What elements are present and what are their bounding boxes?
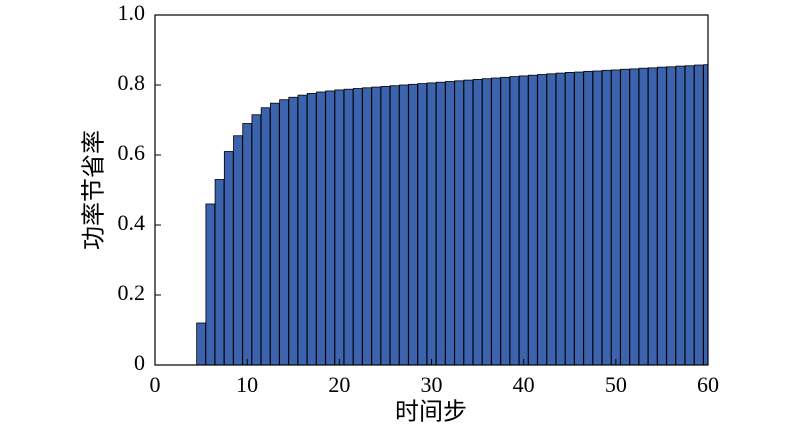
bar: [537, 74, 547, 365]
bar: [528, 74, 538, 365]
bar: [371, 86, 382, 365]
y-tick-label: 0.6: [118, 140, 146, 165]
bar: [426, 82, 437, 365]
x-tick-label: 10: [236, 372, 258, 397]
bar: [546, 73, 557, 365]
y-tick-label: 0.8: [118, 70, 146, 95]
bar: [574, 71, 584, 365]
bar: [611, 69, 621, 365]
x-tick-label: 50: [605, 372, 627, 397]
bar: [518, 75, 529, 365]
y-tick-label: 0.4: [118, 210, 146, 235]
bar: [269, 102, 280, 365]
x-tick-label: 30: [421, 372, 443, 397]
bar: [297, 94, 308, 365]
bar: [684, 65, 695, 365]
bar: [500, 76, 511, 365]
bar: [481, 78, 492, 365]
bar: [675, 65, 686, 365]
bar: [380, 86, 391, 365]
bar: [666, 66, 676, 365]
bar: [491, 77, 501, 365]
x-tick-label: 0: [150, 372, 161, 397]
bar: [445, 81, 455, 365]
bar: [601, 69, 612, 365]
x-tick-label: 60: [697, 372, 719, 397]
bar: [629, 68, 640, 365]
bar: [693, 64, 704, 365]
y-axis-title: 功率节省率: [81, 130, 108, 250]
bar: [325, 90, 335, 365]
bar: [454, 80, 464, 365]
bar: [242, 123, 252, 365]
bar: [417, 83, 428, 365]
bar: [592, 70, 603, 365]
y-tick-label: 1.0: [118, 0, 146, 25]
bar: [583, 70, 594, 365]
bar: [288, 96, 299, 365]
bar: [657, 66, 667, 365]
bar: [399, 84, 409, 365]
bar: [334, 89, 345, 365]
bar: [233, 135, 243, 365]
bar: [472, 79, 483, 365]
x-tick-label: 20: [328, 372, 350, 397]
bar: [435, 81, 446, 365]
bar: [564, 72, 575, 365]
bar: [638, 67, 649, 365]
bar: [260, 107, 271, 365]
bars: [196, 64, 708, 365]
bar: [251, 114, 262, 365]
bar: [205, 203, 216, 365]
bar: [509, 76, 520, 365]
bar: [352, 88, 363, 365]
bar: [647, 67, 658, 365]
x-tick-label: 40: [513, 372, 535, 397]
y-tick-label: 0: [134, 350, 145, 375]
bar: [555, 72, 566, 365]
bar: [362, 87, 372, 365]
bar: [620, 68, 630, 365]
bar: [196, 322, 206, 365]
bar: [214, 179, 225, 365]
x-axis-title: 时间步: [395, 399, 467, 426]
bar: [223, 151, 234, 365]
bar: [463, 79, 474, 365]
bar: [389, 85, 400, 365]
bar: [306, 93, 317, 365]
bar: [343, 88, 354, 365]
bar: [316, 91, 326, 365]
bar: [279, 99, 289, 365]
y-tick-label: 0.2: [118, 280, 146, 305]
bar: [408, 83, 418, 365]
